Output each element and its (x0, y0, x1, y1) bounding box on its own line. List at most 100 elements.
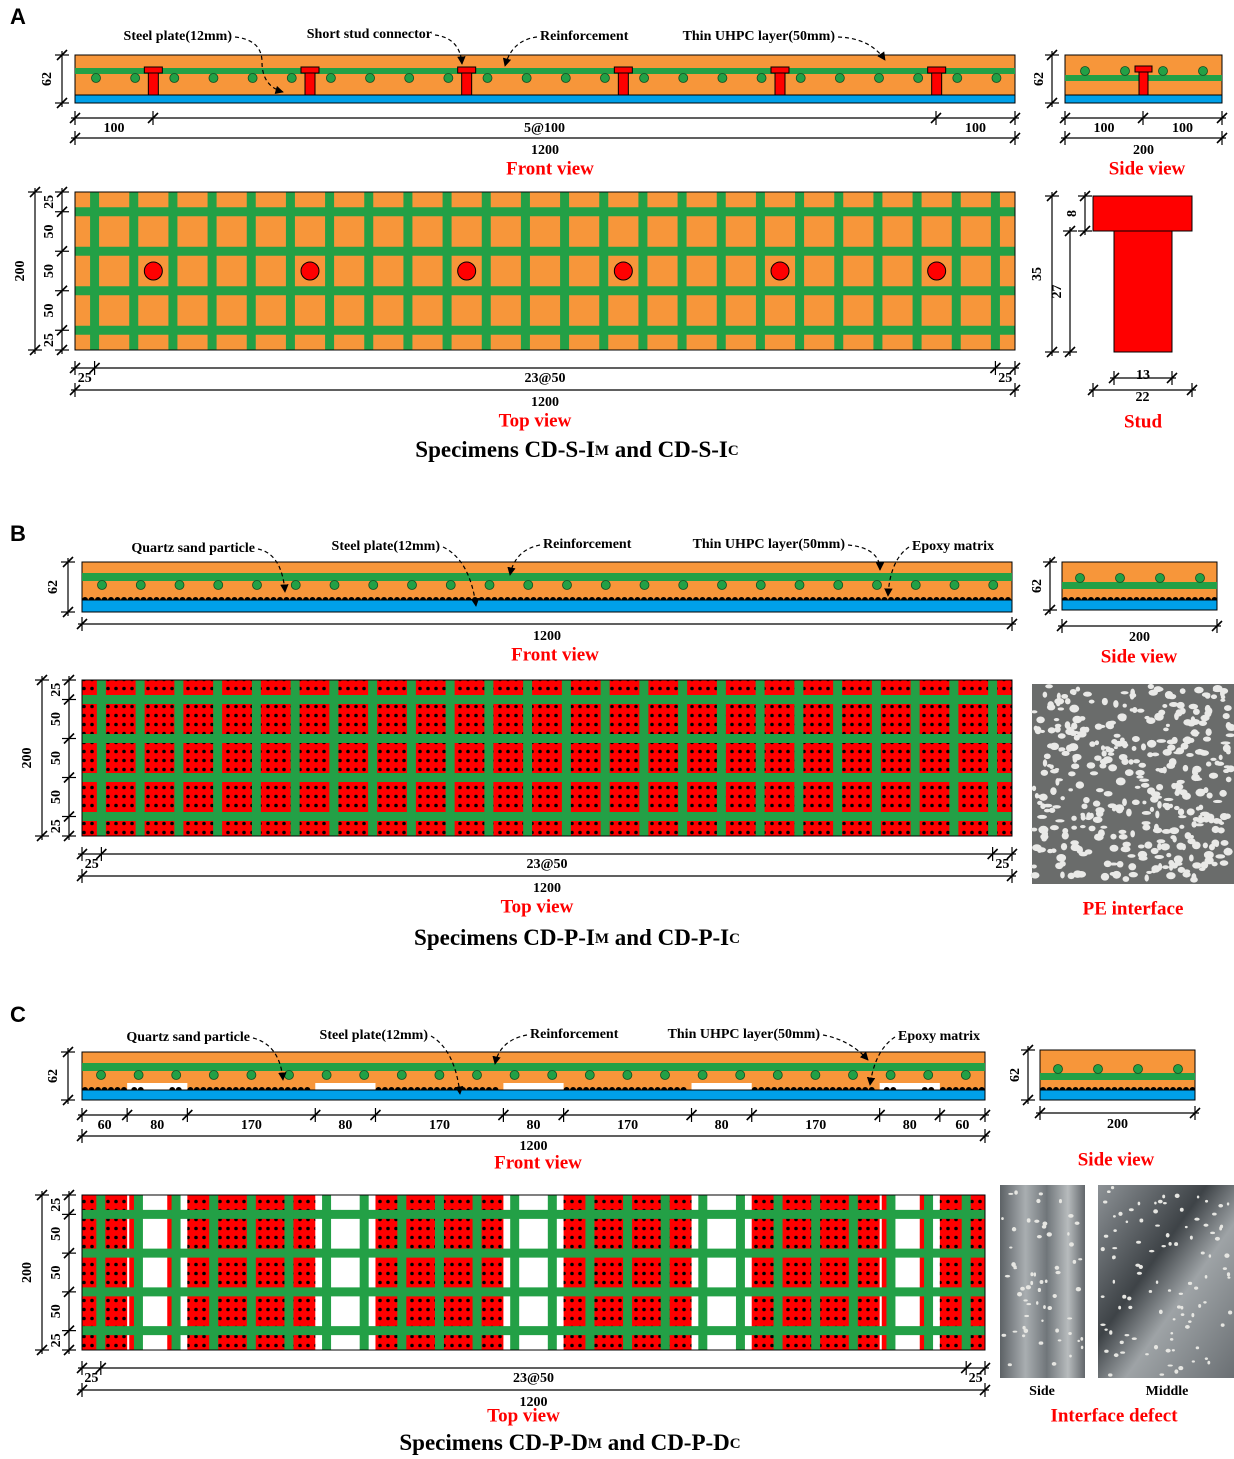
photo-particle (1205, 1275, 1208, 1279)
view-title: Stud (1124, 411, 1162, 432)
photo-particle (1172, 836, 1176, 843)
rebar-longitudinal (407, 680, 416, 836)
rebar (795, 581, 804, 590)
rebar-longitudinal (717, 680, 726, 836)
photo-particle (1048, 727, 1056, 733)
photo-particle (1227, 1277, 1230, 1279)
rebar-longitudinal (924, 1195, 933, 1350)
dim-label: 100 (965, 121, 986, 136)
side-rebar-layer (1062, 582, 1217, 589)
photo-particle (1200, 750, 1209, 756)
rebar-layer (82, 573, 1012, 581)
photo-particle (1027, 1218, 1031, 1222)
photo-particle (1076, 1287, 1081, 1291)
dim-label: 170 (241, 1118, 262, 1133)
dim-label: 80 (150, 1118, 164, 1133)
photo-particle (1154, 1345, 1158, 1349)
photo-particle (1170, 1332, 1173, 1335)
rebar (953, 74, 962, 83)
photo-particle (1205, 693, 1211, 699)
photo-particle (1203, 736, 1211, 741)
stud-top (771, 262, 789, 280)
rebar-longitudinal (560, 192, 569, 350)
photo-particle (1204, 851, 1214, 859)
photo-particle (1043, 1305, 1046, 1309)
photo-particle (1183, 736, 1192, 744)
photo-particle (1117, 713, 1126, 720)
photo-particle (1201, 861, 1209, 868)
rebar (98, 581, 107, 590)
photo-particle (1031, 864, 1037, 868)
rebar-longitudinal (834, 192, 843, 350)
caption: Specimens CD-P-IM and CD-P-IC (414, 925, 740, 950)
photo-particle (1109, 1330, 1112, 1335)
rebar-longitudinal (368, 680, 377, 836)
rebar (360, 1071, 369, 1080)
dim-label: 50 (49, 712, 64, 726)
rebar (924, 1071, 933, 1080)
photo-particle (1124, 1334, 1129, 1336)
rebar-longitudinal (97, 680, 106, 836)
dim-label: 80 (338, 1118, 352, 1133)
photo-particle (1036, 716, 1045, 723)
photo-particle (1228, 1311, 1232, 1315)
photo-particle (1163, 728, 1169, 732)
rebar (1121, 67, 1130, 76)
stud-head-detail (1093, 196, 1192, 231)
rebar (1094, 1065, 1103, 1074)
photo-particle (1056, 778, 1063, 781)
photo-particle (1203, 1301, 1206, 1303)
side-rebar-layer (1040, 1073, 1195, 1080)
photo-particle (1190, 835, 1194, 839)
photo-particle (1225, 848, 1230, 856)
photo-particle (1153, 1209, 1158, 1213)
photo-particle (1129, 1208, 1134, 1211)
photo-particle (1114, 1353, 1119, 1357)
photo-particle (1071, 816, 1076, 821)
rebar-longitudinal (623, 1195, 632, 1350)
photo-particle (1174, 806, 1180, 810)
photo-particle (1055, 726, 1061, 732)
photo-particle (1147, 787, 1155, 794)
photo-particle (1061, 694, 1068, 699)
photo-particle (1156, 687, 1163, 691)
photo-particle (1071, 763, 1079, 769)
stud-shank (305, 73, 315, 95)
rebar (698, 1071, 707, 1080)
photo-particle (1155, 796, 1162, 799)
annotation: Quartz sand particle (131, 541, 255, 556)
rebar (1081, 67, 1090, 76)
photo-particle (1139, 1219, 1143, 1223)
rebar (134, 1071, 143, 1080)
photo-particle (1045, 1280, 1048, 1284)
rebar (285, 1071, 294, 1080)
rebar (911, 581, 920, 590)
photo-particle (1144, 841, 1152, 848)
rebar-longitudinal (325, 192, 334, 350)
rebar (330, 581, 339, 590)
rebar-longitudinal (756, 680, 765, 836)
rebar-longitudinal (443, 192, 452, 350)
rebar (97, 1071, 106, 1080)
photo-particle (1221, 840, 1229, 846)
photo-particle (1069, 1242, 1074, 1246)
photo-particle (1167, 744, 1175, 751)
photo-particle (1120, 1341, 1124, 1344)
rebar-longitudinal (510, 1195, 519, 1350)
dim-label: 25 (49, 1333, 64, 1347)
photo-particle (1077, 1340, 1080, 1342)
rebar (214, 581, 223, 590)
dim-label: 200 (20, 1262, 35, 1283)
photo-particle (1037, 801, 1042, 805)
photo-particle (1198, 1304, 1201, 1308)
photo-particle (1031, 828, 1037, 832)
rebar (1199, 67, 1208, 76)
photo-particle (1135, 786, 1141, 789)
rebar (253, 581, 262, 590)
photo-particle (1046, 804, 1052, 807)
photo-particle (1226, 722, 1232, 729)
dim-label: 8 (1065, 210, 1080, 217)
dim-label: 25 (84, 1371, 98, 1386)
rebar-longitudinal (322, 1195, 331, 1350)
rebar (875, 74, 884, 83)
